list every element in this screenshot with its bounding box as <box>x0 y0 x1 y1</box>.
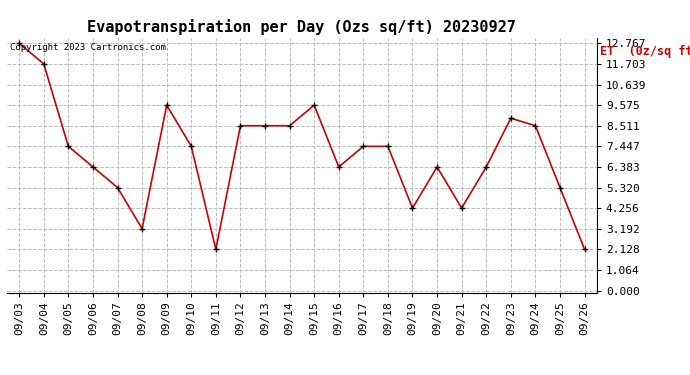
Text: ET  (0z/sq ft): ET (0z/sq ft) <box>600 45 690 58</box>
Text: Copyright 2023 Cartronics.com: Copyright 2023 Cartronics.com <box>10 43 166 52</box>
Title: Evapotranspiration per Day (Ozs sq/ft) 20230927: Evapotranspiration per Day (Ozs sq/ft) 2… <box>88 19 516 35</box>
